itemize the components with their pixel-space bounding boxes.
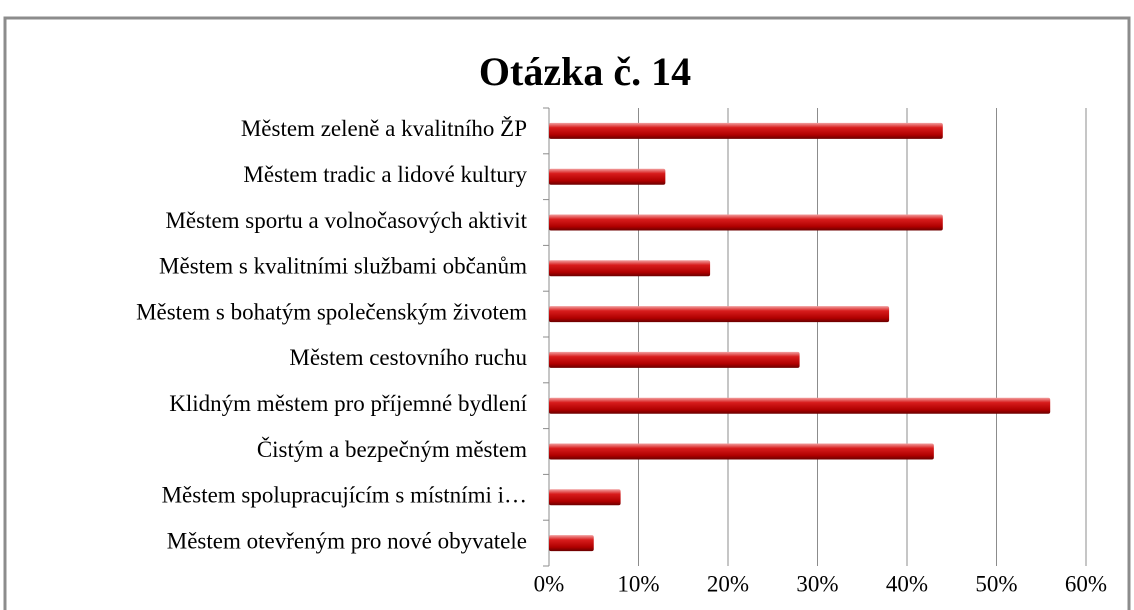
bar: [549, 260, 711, 277]
x-tick-label: 0%: [534, 571, 565, 596]
bar: [549, 306, 890, 323]
x-tick-label: 10%: [617, 571, 659, 596]
y-tick-label: Městem cestovního ruchu: [289, 345, 527, 370]
bar: [549, 351, 800, 368]
y-tick-label: Městem otevřeným pro nové obyvatele: [167, 528, 527, 553]
y-tick-label: Městem sportu a volnočasových aktivit: [165, 208, 527, 233]
bar: [549, 214, 943, 231]
x-tick-label: 30%: [796, 571, 838, 596]
bar: [549, 443, 934, 460]
x-tick-label: 60%: [1065, 571, 1107, 596]
y-tick-label: Klidným městem pro příjemné bydlení: [169, 391, 527, 416]
x-tick-label: 50%: [975, 571, 1017, 596]
y-tick-label: Městem zeleně a kvalitního ŽP: [241, 116, 527, 141]
x-tick-label: 20%: [707, 571, 749, 596]
bar: [549, 397, 1051, 414]
y-tick-label: Městem s kvalitními službami občanům: [159, 254, 527, 279]
chart-title: Otázka č. 14: [479, 49, 691, 94]
y-tick-label: Čistým a bezpečným městem: [257, 436, 527, 462]
y-tick-label: Městem tradic a lidové kultury: [243, 162, 527, 187]
x-tick-label: 40%: [886, 571, 928, 596]
bar: [549, 489, 621, 506]
bar: [549, 122, 943, 139]
bar: [549, 168, 666, 185]
bar: [549, 535, 594, 552]
y-tick-label: Městem s bohatým společenským životem: [136, 299, 527, 324]
y-tick-label: Městem spolupracujícím s místními i…: [162, 483, 527, 508]
